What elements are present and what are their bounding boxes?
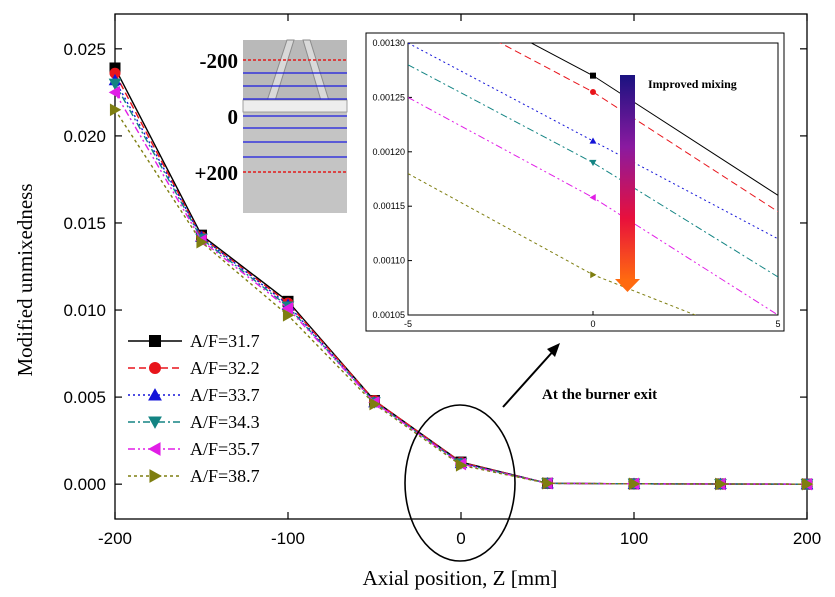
inset-data-point (589, 194, 596, 201)
legend-label: A/F=38.7 (190, 466, 260, 486)
legend-label: A/F=33.7 (190, 385, 260, 405)
inset-series-A/F=31.7 (530, 43, 778, 196)
inset-y-tick-label: 0.00125 (372, 92, 405, 102)
inset-y-tick-label: 0.00110 (373, 256, 405, 266)
inset-y-tick-label: 0.00130 (372, 38, 405, 48)
legend-marker (148, 416, 162, 429)
schematic-exit-plate (242, 99, 348, 113)
inset-series-A/F=32.2 (499, 43, 778, 213)
legend-entry: A/F=32.2 (128, 358, 260, 378)
data-point (542, 476, 554, 490)
y-tick-label: 0.015 (63, 214, 106, 233)
burner-schematic: -200 0 +200 (195, 39, 348, 213)
inset-data-point (589, 159, 597, 167)
burner-exit-arrow (502, 347, 557, 408)
data-point (801, 477, 814, 491)
y-axis-label: Modified unmixedness (13, 183, 37, 376)
legend-marker (148, 442, 161, 456)
data-point (108, 86, 121, 99)
inset-data-point (590, 271, 597, 279)
inset-series-layer (408, 43, 778, 315)
data-point (196, 235, 208, 249)
legend-entry: A/F=38.7 (128, 466, 260, 486)
y-tick-label: 0.010 (63, 301, 106, 320)
x-tick-label: -100 (271, 529, 305, 548)
inset-y-tick-label: 0.00120 (372, 147, 405, 157)
data-point (282, 308, 295, 322)
schematic-label-plus200: +200 (195, 161, 238, 185)
inset-x-tick-label: 5 (775, 319, 780, 329)
improved-mixing-label: Improved mixing (648, 77, 737, 91)
inset-series-A/F=38.7 (408, 173, 697, 315)
legend-entry: A/F=35.7 (128, 439, 260, 459)
legend: A/F=31.7 A/F=32.2 A/F=33.7 A/F=34.3 A/F=35.7… (128, 331, 260, 486)
inset-x-tick-label: 0 (590, 319, 595, 329)
inset-series-A/F=33.7 (408, 43, 778, 240)
improved-mixing-arrow-shaft (620, 75, 635, 280)
y-tick-label: 0.000 (63, 475, 106, 494)
series-line (114, 109, 808, 485)
inset-data-point (590, 88, 596, 95)
data-point (109, 103, 122, 117)
inset-axis-ticks: -5 0 5 0.00105 0.00110 0.00115 0.00120 0.00125 0… (372, 38, 780, 329)
y-tick-label: 0.025 (63, 40, 106, 59)
burner-exit-arrow-head (547, 343, 560, 357)
legend-entry: A/F=31.7 (128, 331, 260, 351)
legend-label: A/F=31.7 (190, 331, 260, 351)
burner-exit-ellipse (404, 404, 516, 562)
y-tick-label: 0.005 (63, 388, 106, 407)
legend-marker (149, 335, 161, 347)
x-axis-label: Axial position, Z [mm] (363, 566, 558, 590)
legend-entry: A/F=33.7 (128, 385, 260, 405)
schematic-chamber (243, 110, 347, 213)
y-tick-label: 0.020 (63, 127, 106, 146)
main-series-layer (108, 62, 814, 491)
data-point (715, 477, 727, 491)
main-axis-ticks: -200 -100 0 100 200 0.000 0.005 0.010 0.015 0.020… (63, 14, 821, 548)
inset-x-tick-label: -5 (404, 319, 412, 329)
legend-label: A/F=32.2 (190, 358, 260, 378)
data-point (628, 477, 641, 491)
x-tick-label: -200 (98, 529, 132, 548)
data-point (281, 301, 294, 315)
inset-data-point (590, 72, 596, 79)
legend-marker (149, 469, 162, 483)
legend-label: A/F=34.3 (190, 412, 260, 432)
schematic-label-minus200: -200 (200, 49, 239, 73)
legend-marker (149, 362, 161, 374)
legend-marker (148, 388, 162, 401)
schematic-label-zero: 0 (228, 105, 239, 129)
inset-y-tick-label: 0.00115 (373, 201, 405, 211)
inset-series-A/F=35.7 (408, 96, 778, 315)
data-point (455, 458, 468, 472)
inset-series-A/F=34.3 (408, 64, 778, 278)
inset-data-point (589, 137, 597, 144)
burner-exit-label: At the burner exit (542, 387, 657, 403)
data-point (109, 67, 121, 79)
series-A/F=38.7 (109, 103, 814, 491)
legend-label: A/F=35.7 (190, 439, 260, 459)
data-point (369, 397, 381, 411)
inset-y-tick-label: 0.00105 (372, 310, 405, 320)
x-tick-label: 100 (620, 529, 648, 548)
x-tick-label: 200 (793, 529, 821, 548)
x-tick-label: 0 (456, 529, 465, 548)
legend-entry: A/F=34.3 (128, 412, 260, 432)
data-point (108, 78, 122, 90)
improved-mixing-arrow-head (615, 279, 640, 292)
